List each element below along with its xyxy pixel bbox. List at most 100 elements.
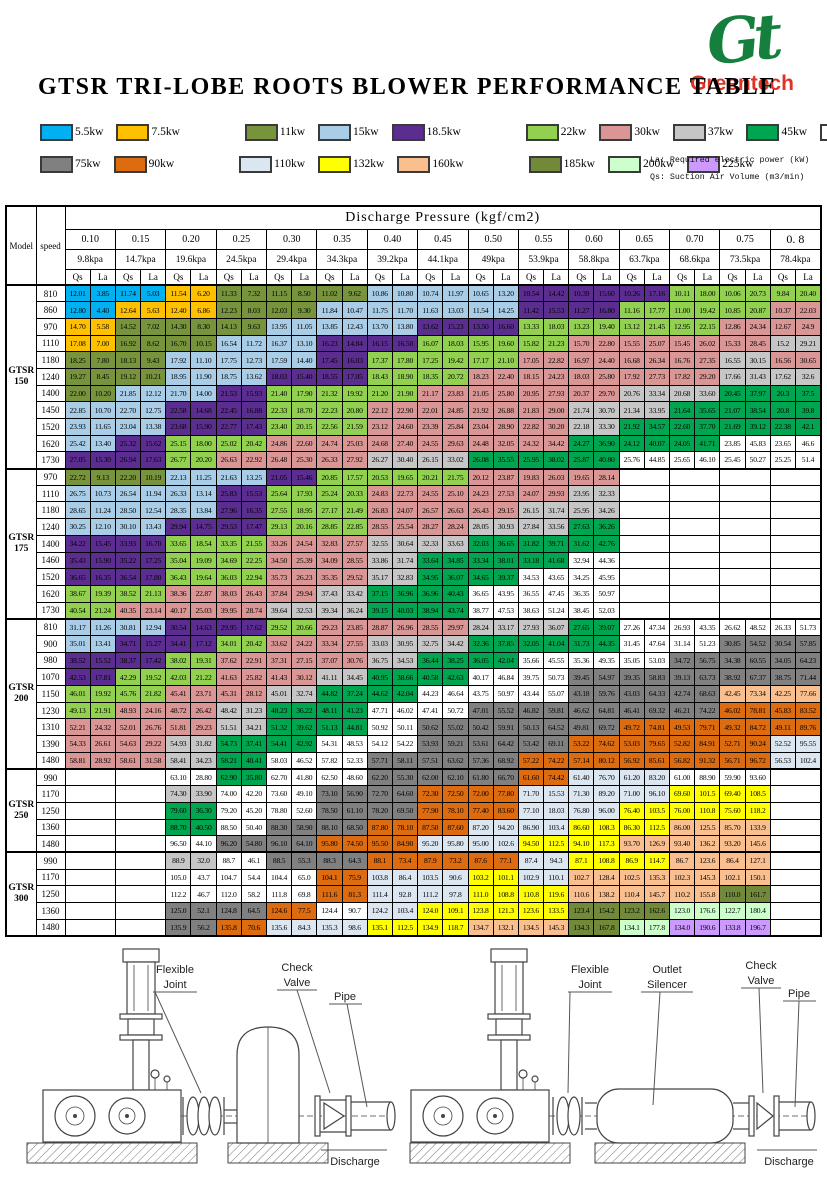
la-cell: 145.7: [643, 885, 671, 903]
qs-cell: 23.39: [417, 418, 444, 436]
qs-cell: 39.35: [618, 668, 645, 686]
qs-cell: 40.17: [165, 601, 192, 620]
qs-cell: 23.04: [467, 418, 494, 436]
qs-cell: 88.5: [265, 851, 293, 870]
table-row: 1480 135.9 56.2 135.8 70.6 135.6 84.3 135.3 98.6…: [6, 918, 822, 937]
kpa-col-header: 68.6kpa: [668, 249, 721, 270]
qs-cell: 25.25: [769, 451, 796, 470]
diagram-labels: Flexible Joint Check Valve Pipe Discharg…: [153, 962, 387, 1168]
qs-cell: 36.54: [114, 568, 142, 586]
la-cell: 30.76: [341, 651, 368, 670]
la-cell: 17.63: [140, 451, 167, 470]
la-cell: 67.37: [744, 668, 771, 686]
qs-cell: 34.71: [114, 634, 142, 653]
speed-cell: 1730: [35, 451, 66, 470]
pressure-col-header: 0.65: [618, 229, 671, 250]
qs-cell: 30.85: [719, 634, 746, 653]
qs-cell: 21.05: [265, 467, 293, 486]
qs-cell: 21.32: [316, 384, 343, 403]
la-cell: 71.44: [794, 668, 822, 686]
speed-cell: 1460: [35, 551, 66, 570]
qs-header: Qs: [64, 269, 91, 286]
qs-cell: 24.05: [668, 434, 696, 453]
la-cell: 25.82: [240, 668, 268, 686]
qs-cell: 111.2: [417, 885, 444, 903]
la-cell: 10.19: [140, 467, 167, 486]
qs-cell: 57.14: [568, 751, 595, 770]
la-cell: 60.55: [744, 651, 771, 670]
la-cell: 98.6: [341, 918, 368, 937]
la-cell: 112.5: [391, 918, 419, 937]
svg-text:Valve: Valve: [284, 977, 311, 989]
qs-cell: 34.69: [215, 551, 242, 570]
la-cell: 39.37: [492, 568, 519, 586]
qs-cell: 21.64: [668, 401, 696, 419]
qs-cell: 18.15: [517, 367, 545, 386]
qs-cell: 24.48: [467, 434, 494, 453]
empty-cell: [668, 484, 721, 503]
qs-cell: 22.58: [165, 401, 192, 419]
qs-cell: 74.30: [165, 785, 192, 803]
qs-cell: 48.23: [265, 701, 293, 720]
empty-cell: [769, 534, 822, 553]
la-cell: 18.00: [190, 434, 217, 453]
pressure-col-header: 0.45: [417, 229, 469, 250]
qs-cell: 16.15: [366, 334, 393, 353]
table-row: 1240 30.25 12.10 30.10 13.43 29.94 14.75 29.53 1…: [6, 518, 822, 536]
qs-cell: 17.17: [467, 351, 494, 369]
qs-cell: 96.50: [165, 835, 192, 853]
qs-cell: 93.20: [719, 835, 746, 853]
la-cell: 21.75: [442, 467, 469, 486]
pressure-col-header: 0.40: [366, 229, 419, 250]
la-cell: 11.25: [190, 467, 217, 486]
qs-cell: 135.9: [165, 918, 192, 937]
qs-cell: 28.65: [64, 501, 91, 520]
la-cell: 46.02: [391, 701, 419, 720]
la-cell: 44.81: [341, 718, 368, 737]
la-cell: 28.45: [744, 334, 771, 353]
qs-cell: 62.50: [316, 767, 343, 787]
qs-cell: 15.95: [467, 334, 494, 353]
la-cell: 42.76: [593, 534, 620, 553]
qs-cell: 44.82: [316, 685, 343, 703]
qs-cell: 11.02: [316, 284, 343, 303]
la-cell: 22.15: [694, 317, 721, 336]
la-cell: 55.07: [543, 685, 570, 703]
la-cell: 26.03: [543, 467, 570, 486]
speed-cell: 1170: [35, 868, 66, 887]
qs-cell: 33.26: [265, 534, 293, 553]
qs-cell: 24.27: [568, 434, 595, 453]
qs-cell: 58.61: [114, 751, 142, 770]
la-cell: 31.58: [140, 751, 167, 770]
la-cell: 26.02: [694, 334, 721, 353]
qs-cell: 20.37: [568, 384, 595, 403]
svg-text:Valve: Valve: [748, 975, 775, 987]
la-cell: 50.72: [442, 701, 469, 720]
la-cell: 11.65: [89, 418, 116, 436]
la-cell: 16.50: [391, 334, 419, 353]
la-header: La: [694, 269, 721, 286]
qs-cell: 124.4: [316, 901, 343, 920]
empty-cell: [64, 801, 116, 820]
empty-cell: [668, 518, 721, 536]
qs-cell: 95.50: [366, 835, 393, 853]
la-cell: 26.23: [291, 568, 318, 586]
la-cell: 42.20: [240, 785, 268, 803]
la-cell: 40.07: [643, 434, 671, 453]
la-cell: 36.65: [492, 534, 519, 553]
note-qs: Qs: Suction Air Volume (m3/min): [650, 173, 805, 182]
qs-cell: 37.84: [265, 584, 293, 603]
qs-cell: 134.5: [517, 918, 545, 937]
kpa-col-header: 9.8kpa: [64, 249, 116, 270]
qs-cell: 20.95: [517, 384, 545, 403]
la-cell: 59.76: [593, 685, 620, 703]
la-cell: 24.9: [794, 317, 822, 336]
svg-text:Joint: Joint: [578, 979, 601, 991]
la-cell: 167.8: [593, 918, 620, 937]
model-label: GTSR 175: [5, 467, 37, 620]
qs-cell: 26.57: [417, 501, 444, 520]
la-cell: 25.10: [442, 484, 469, 503]
la-cell: 74.62: [593, 735, 620, 753]
qs-cell: 33.35: [215, 534, 242, 553]
